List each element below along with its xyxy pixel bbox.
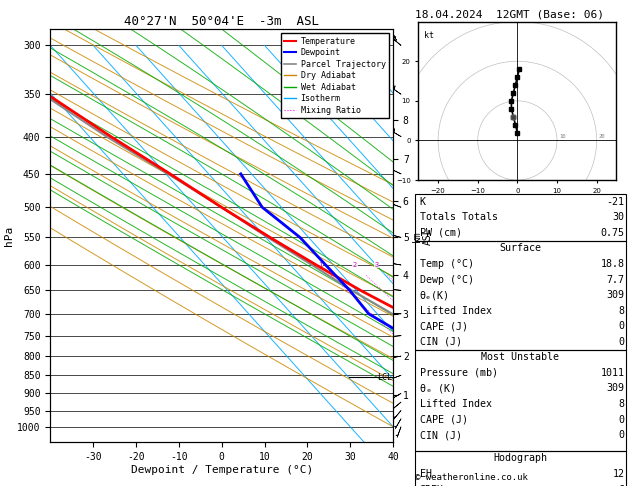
Text: 0: 0 xyxy=(618,430,625,440)
Text: 1011: 1011 xyxy=(601,368,625,378)
Text: 8: 8 xyxy=(618,306,625,316)
Text: 0: 0 xyxy=(618,321,625,331)
Text: CIN (J): CIN (J) xyxy=(420,430,462,440)
Text: 0.75: 0.75 xyxy=(601,228,625,238)
Text: Dewp (°C): Dewp (°C) xyxy=(420,275,474,285)
Text: © weatheronline.co.uk: © weatheronline.co.uk xyxy=(415,473,528,482)
Y-axis label: hPa: hPa xyxy=(4,226,14,246)
Legend: Temperature, Dewpoint, Parcel Trajectory, Dry Adiabat, Wet Adiabat, Isotherm, Mi: Temperature, Dewpoint, Parcel Trajectory… xyxy=(281,34,389,118)
Text: 10: 10 xyxy=(559,135,565,139)
Text: θₑ (K): θₑ (K) xyxy=(420,383,455,394)
Text: θₑ(K): θₑ(K) xyxy=(420,290,450,300)
Text: SREH: SREH xyxy=(420,485,443,486)
Text: 7.7: 7.7 xyxy=(606,275,625,285)
Y-axis label: km
ASL: km ASL xyxy=(411,227,433,244)
Text: kt: kt xyxy=(424,31,434,40)
Text: 0: 0 xyxy=(618,337,625,347)
Text: Lifted Index: Lifted Index xyxy=(420,306,491,316)
Text: 20: 20 xyxy=(599,135,605,139)
Text: Most Unstable: Most Unstable xyxy=(481,352,560,363)
Text: Surface: Surface xyxy=(499,243,542,254)
Text: 18.8: 18.8 xyxy=(601,259,625,269)
Text: 18.04.2024  12GMT (Base: 06): 18.04.2024 12GMT (Base: 06) xyxy=(415,10,604,20)
X-axis label: Dewpoint / Temperature (°C): Dewpoint / Temperature (°C) xyxy=(131,465,313,475)
Title: 40°27'N  50°04'E  -3m  ASL: 40°27'N 50°04'E -3m ASL xyxy=(124,15,320,28)
Text: 8: 8 xyxy=(618,399,625,409)
Text: K: K xyxy=(420,197,426,207)
Text: Pressure (mb): Pressure (mb) xyxy=(420,368,498,378)
Text: EH: EH xyxy=(420,469,431,479)
Text: CIN (J): CIN (J) xyxy=(420,337,462,347)
Text: 309: 309 xyxy=(606,383,625,394)
Text: -21: -21 xyxy=(606,197,625,207)
Text: 0: 0 xyxy=(618,415,625,425)
Text: 309: 309 xyxy=(606,290,625,300)
Text: Totals Totals: Totals Totals xyxy=(420,212,498,223)
Text: LCL: LCL xyxy=(377,373,392,382)
Text: 2: 2 xyxy=(353,262,357,268)
Text: 1: 1 xyxy=(318,262,323,268)
Text: Lifted Index: Lifted Index xyxy=(420,399,491,409)
Text: Temp (°C): Temp (°C) xyxy=(420,259,474,269)
Text: 12: 12 xyxy=(613,469,625,479)
Text: 6: 6 xyxy=(618,485,625,486)
Text: CAPE (J): CAPE (J) xyxy=(420,321,467,331)
Text: 3: 3 xyxy=(374,262,379,268)
Text: CAPE (J): CAPE (J) xyxy=(420,415,467,425)
Text: 30: 30 xyxy=(613,212,625,223)
Text: Hodograph: Hodograph xyxy=(494,453,547,464)
Text: PW (cm): PW (cm) xyxy=(420,228,462,238)
